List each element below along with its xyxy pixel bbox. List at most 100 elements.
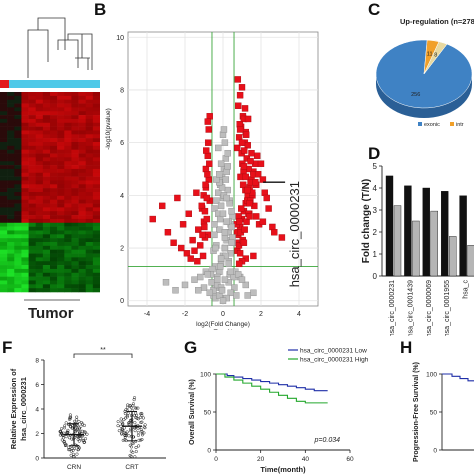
heatmap-cell — [0, 230, 8, 235]
heatmap-cell — [7, 226, 15, 231]
heatmap-cell — [7, 184, 15, 189]
heatmap-cell — [57, 253, 65, 258]
data-point — [206, 160, 213, 167]
heatmap-cell — [0, 176, 8, 181]
data-point — [208, 279, 215, 286]
heatmap-cell — [71, 103, 79, 108]
heatmap-cell — [92, 288, 100, 293]
heatmap-cell — [71, 242, 79, 247]
heatmap-cell — [0, 211, 8, 216]
heatmap-cell — [0, 138, 8, 143]
heatmap-cell — [85, 134, 94, 139]
y-tick-label: 50 — [430, 410, 438, 417]
data-point — [240, 239, 248, 246]
heatmap-cell — [92, 111, 100, 116]
heatmap-cell — [42, 257, 51, 262]
heatmap-cell — [14, 280, 22, 285]
heatmap-cell — [35, 134, 44, 139]
data-point — [246, 213, 253, 220]
heatmap-cell — [92, 153, 100, 158]
heatmap-cell — [28, 122, 37, 127]
category-label: CRN — [67, 464, 81, 471]
heatmap-cell — [35, 272, 44, 277]
heatmap-cell — [14, 168, 22, 174]
data-point — [62, 426, 67, 430]
heatmap-cell — [35, 257, 44, 262]
heatmap-cell — [42, 276, 51, 281]
heatmap-cell — [14, 188, 22, 193]
heatmap-cell — [35, 130, 44, 135]
heatmap-cell — [0, 215, 8, 220]
heatmap-cell — [7, 245, 15, 250]
heatmap-cell — [42, 268, 51, 274]
heatmap-cell — [78, 268, 87, 274]
heatmap-cell — [35, 207, 44, 212]
panel-f: 0 2 4 6 8 CRN CRT ** Relative Expression of hsa_c… — [0, 338, 170, 474]
heatmap-cell — [85, 276, 94, 281]
data-point — [212, 244, 219, 252]
heatmap-cell — [42, 157, 51, 162]
heatmap-cell — [21, 157, 29, 162]
heatmap-cell — [85, 145, 94, 150]
category-label: hsa_circ_0001439 — [407, 280, 414, 336]
heatmap-cell — [64, 172, 72, 177]
heatmap-cell — [64, 126, 72, 131]
data-point — [131, 402, 135, 406]
heatmap-cell — [7, 207, 15, 212]
heatmap-cell — [92, 230, 100, 235]
data-point — [219, 297, 227, 304]
data-point — [77, 420, 81, 424]
heatmap-cell — [42, 288, 51, 293]
data-point — [120, 431, 124, 435]
data-point — [215, 144, 222, 152]
heatmap-cell — [42, 130, 51, 135]
heatmap-cell — [0, 284, 8, 289]
heatmap-cell — [92, 284, 100, 289]
heatmap-cell — [50, 157, 58, 162]
data-point — [217, 202, 225, 210]
heatmap-cell — [57, 161, 65, 166]
heatmap-cell — [42, 284, 51, 289]
data-point — [203, 194, 211, 202]
data-point — [129, 445, 134, 449]
heatmap-cell — [42, 111, 51, 116]
heatmap-cell — [92, 142, 100, 147]
heatmap-cell — [14, 157, 22, 162]
data-point — [75, 452, 79, 456]
heatmap-cell — [78, 157, 87, 162]
data-point — [196, 273, 204, 281]
data-point — [239, 181, 247, 189]
heatmap-cell — [42, 172, 51, 177]
heatmap-cell — [85, 249, 94, 254]
data-point — [77, 435, 81, 439]
heatmap-cell — [28, 103, 37, 108]
heatmap-cell — [7, 103, 15, 108]
heatmap-cell — [21, 226, 29, 231]
heatmap-cell — [42, 184, 51, 189]
heatmap-cell — [28, 253, 37, 258]
heatmap-cell — [0, 115, 8, 120]
heatmap-cell — [0, 118, 8, 124]
heatmap-cell — [7, 195, 15, 200]
heatmap-cell — [14, 122, 22, 127]
data-point — [211, 231, 218, 239]
heatmap-cell — [21, 134, 29, 139]
heatmap-cell — [35, 95, 44, 100]
heatmap-cell — [71, 257, 79, 262]
heatmap-cell — [92, 218, 100, 224]
heatmap-cell — [21, 107, 29, 112]
data-point — [162, 279, 170, 286]
heatmap-cell — [42, 176, 51, 181]
heatmap-cell — [28, 242, 37, 247]
heatmap-cell — [35, 153, 44, 158]
heatmap-cell — [50, 176, 58, 181]
data-point — [75, 418, 79, 422]
heatmap-cell — [0, 172, 8, 177]
heatmap-cell — [50, 103, 58, 108]
heatmap-cell — [35, 253, 44, 258]
heatmap-cell — [42, 222, 51, 227]
bar — [385, 175, 394, 277]
data-point — [185, 210, 193, 217]
data-point — [247, 157, 254, 165]
heatmap-cell — [64, 199, 72, 204]
